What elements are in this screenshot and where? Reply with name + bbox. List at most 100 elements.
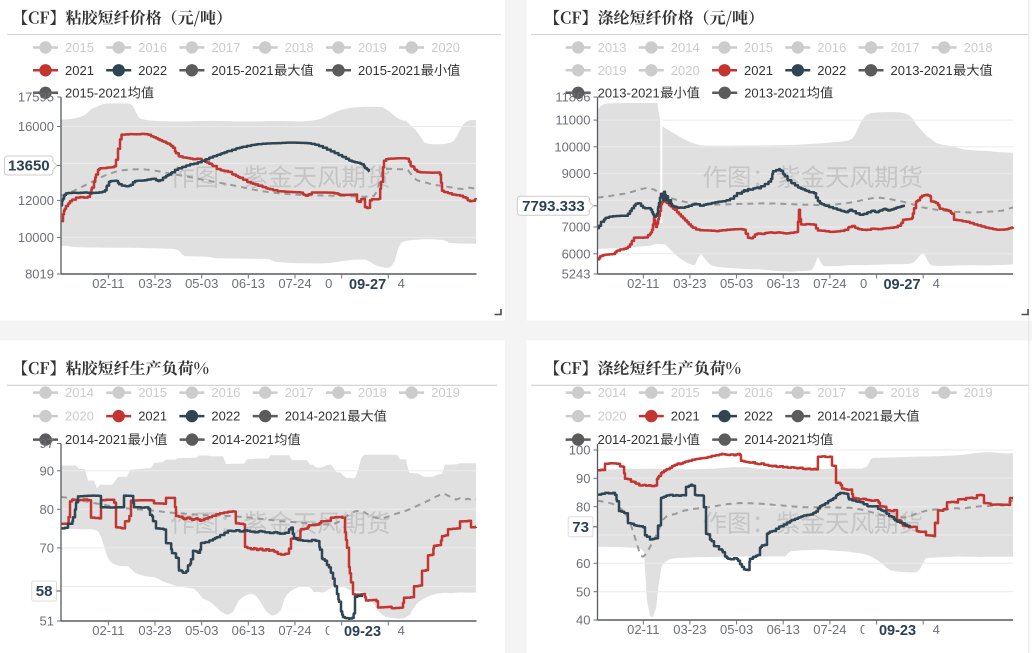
svg-text:73: 73 xyxy=(572,519,589,536)
svg-text:09-23: 09-23 xyxy=(879,623,916,639)
svg-text:10000: 10000 xyxy=(18,230,54,245)
svg-text:2021: 2021 xyxy=(671,409,700,424)
svg-text:16000: 16000 xyxy=(18,119,54,134)
svg-text:02-11: 02-11 xyxy=(627,622,659,637)
svg-text:2020: 2020 xyxy=(671,63,700,78)
svg-text:07-24: 07-24 xyxy=(813,276,846,291)
svg-text:2022: 2022 xyxy=(211,409,240,424)
svg-text:2014: 2014 xyxy=(65,385,94,400)
svg-text:2019: 2019 xyxy=(598,63,627,78)
svg-text:0: 0 xyxy=(325,623,332,638)
svg-text:2020: 2020 xyxy=(598,409,627,424)
svg-text:03-23: 03-23 xyxy=(673,276,706,291)
svg-text:2020: 2020 xyxy=(431,40,460,55)
svg-text:60: 60 xyxy=(576,556,590,571)
svg-text:2015: 2015 xyxy=(744,40,773,55)
svg-text:2017: 2017 xyxy=(817,385,846,400)
svg-text:09-23: 09-23 xyxy=(344,624,381,640)
svg-text:2018: 2018 xyxy=(964,40,993,55)
svg-text:2014-2021: 2014-2021 xyxy=(817,409,879,424)
svg-text:4: 4 xyxy=(398,623,405,638)
svg-text:90: 90 xyxy=(40,463,54,478)
svg-text:6000: 6000 xyxy=(562,246,591,261)
svg-text:02-11: 02-11 xyxy=(92,276,124,291)
svg-text:51: 51 xyxy=(40,614,54,629)
svg-text:17595: 17595 xyxy=(18,90,54,105)
svg-text:2014-2021: 2014-2021 xyxy=(285,409,347,424)
svg-text:12000: 12000 xyxy=(18,193,54,208)
svg-text:13650: 13650 xyxy=(8,158,50,175)
svg-text:07-24: 07-24 xyxy=(278,276,311,291)
svg-text:80: 80 xyxy=(40,502,54,517)
svg-text:8019: 8019 xyxy=(25,267,54,282)
svg-text:05-03: 05-03 xyxy=(185,623,218,638)
svg-text:02-11: 02-11 xyxy=(627,276,659,291)
svg-text:03-23: 03-23 xyxy=(673,622,706,637)
svg-text:2021: 2021 xyxy=(744,63,773,78)
svg-text:2014-2021: 2014-2021 xyxy=(212,432,274,447)
svg-text:06-13: 06-13 xyxy=(767,622,800,637)
svg-text:2016: 2016 xyxy=(817,40,846,55)
svg-text:2017: 2017 xyxy=(891,40,920,55)
svg-text:06-13: 06-13 xyxy=(232,276,265,291)
svg-text:2013-2021: 2013-2021 xyxy=(744,85,806,100)
svg-text:4: 4 xyxy=(933,276,940,291)
svg-text:2019: 2019 xyxy=(964,385,993,400)
svg-text:09-27: 09-27 xyxy=(349,277,386,293)
svg-text:11866: 11866 xyxy=(555,90,590,105)
svg-text:05-03: 05-03 xyxy=(185,276,218,291)
svg-text:0: 0 xyxy=(860,276,867,291)
svg-text:7793.333: 7793.333 xyxy=(522,198,585,215)
svg-text:09-27: 09-27 xyxy=(883,277,920,293)
svg-text:2015: 2015 xyxy=(65,40,94,55)
svg-text:2015: 2015 xyxy=(671,385,700,400)
svg-text:2022: 2022 xyxy=(138,63,167,78)
svg-text:11000: 11000 xyxy=(555,113,590,128)
svg-text:2016: 2016 xyxy=(744,385,773,400)
svg-text:2022: 2022 xyxy=(744,409,773,424)
svg-text:05-03: 05-03 xyxy=(720,622,753,637)
svg-text:2021: 2021 xyxy=(138,409,167,424)
svg-text:2017: 2017 xyxy=(285,385,314,400)
svg-text:2014: 2014 xyxy=(598,385,627,400)
svg-text:2016: 2016 xyxy=(138,40,167,55)
svg-text:2021: 2021 xyxy=(65,63,94,78)
svg-text:9000: 9000 xyxy=(562,166,591,181)
svg-text:4: 4 xyxy=(398,276,405,291)
svg-text:03-23: 03-23 xyxy=(138,623,171,638)
svg-text:100: 100 xyxy=(569,443,591,458)
svg-text:2014-2021: 2014-2021 xyxy=(598,432,660,447)
svg-text:2013: 2013 xyxy=(598,40,627,55)
svg-text:90: 90 xyxy=(576,471,590,486)
svg-text:2016: 2016 xyxy=(211,385,240,400)
svg-text:2013-2021: 2013-2021 xyxy=(598,85,660,100)
svg-text:2015: 2015 xyxy=(138,385,167,400)
svg-text:0: 0 xyxy=(860,622,867,637)
svg-text:2017: 2017 xyxy=(211,40,240,55)
svg-text:40: 40 xyxy=(576,613,590,628)
svg-text:02-11: 02-11 xyxy=(92,623,124,638)
svg-text:2022: 2022 xyxy=(817,63,846,78)
svg-text:2018: 2018 xyxy=(285,40,314,55)
svg-text:80: 80 xyxy=(576,499,590,514)
svg-text:2015-2021: 2015-2021 xyxy=(211,63,273,78)
svg-text:5243: 5243 xyxy=(562,267,591,282)
svg-text:2019: 2019 xyxy=(431,385,460,400)
svg-text:2018: 2018 xyxy=(358,385,387,400)
svg-text:05-03: 05-03 xyxy=(720,276,753,291)
svg-text:2015-2021: 2015-2021 xyxy=(358,63,420,78)
svg-text:06-13: 06-13 xyxy=(767,276,800,291)
svg-text:10000: 10000 xyxy=(554,139,590,154)
svg-text:07-24: 07-24 xyxy=(278,623,311,638)
svg-text:7000: 7000 xyxy=(562,220,591,235)
svg-text:50: 50 xyxy=(576,584,590,599)
svg-text:2015-2021: 2015-2021 xyxy=(65,85,127,100)
svg-text:2014-2021: 2014-2021 xyxy=(744,432,806,447)
svg-text:4: 4 xyxy=(933,622,940,637)
svg-text:03-23: 03-23 xyxy=(138,276,171,291)
svg-text:97: 97 xyxy=(40,436,54,451)
svg-text:2019: 2019 xyxy=(358,40,387,55)
svg-text:2020: 2020 xyxy=(65,409,94,424)
svg-text:58: 58 xyxy=(36,583,53,600)
svg-text:2014: 2014 xyxy=(671,40,700,55)
